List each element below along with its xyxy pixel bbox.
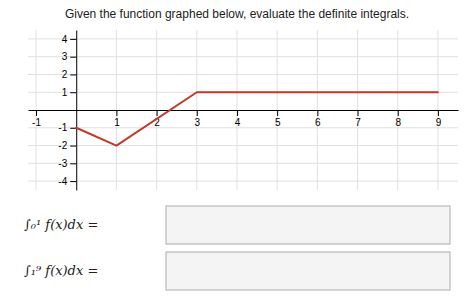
tick: 7 <box>355 110 361 128</box>
tick-label: -3 <box>58 158 67 169</box>
grid-line <box>28 56 458 57</box>
tick: -3 <box>58 158 76 169</box>
tick-label: 7 <box>355 117 361 128</box>
tick: 4 <box>62 34 77 45</box>
grid <box>28 30 458 190</box>
tick: 8 <box>395 110 401 128</box>
tick-mark <box>277 110 278 116</box>
title: Given the function graphed below, evalua… <box>65 7 409 21</box>
tick-label: 6 <box>315 117 321 128</box>
tick-mark <box>70 163 76 164</box>
marks <box>76 92 438 145</box>
tick: 2 <box>62 69 77 80</box>
tick: 1 <box>62 87 77 98</box>
answers: ∫₀¹ f(x)dx = ∫₁⁹ f(x)dx = <box>24 206 450 290</box>
tick-label: 4 <box>62 34 68 45</box>
tick: 3 <box>195 110 201 128</box>
tick: -2 <box>58 140 76 151</box>
tick-mark <box>398 110 399 116</box>
tick-label: -1 <box>32 117 41 128</box>
tick-mark <box>237 110 238 116</box>
axis-line <box>29 110 459 111</box>
grid-line <box>28 74 458 75</box>
tick-label: 9 <box>436 117 442 128</box>
integral-label: ∫₀¹ f(x)dx = <box>24 217 98 232</box>
answer-box <box>166 252 450 290</box>
tick-mark <box>70 146 76 147</box>
x-axis: -1123456789 <box>29 110 459 128</box>
tick: 3 <box>62 51 77 62</box>
tick-label: 5 <box>275 117 281 128</box>
function-line <box>76 92 438 145</box>
y-axis: -4 -3 -2 -1 1 2 3 4 <box>58 31 76 191</box>
axis-line <box>76 31 77 191</box>
tick-mark <box>317 110 318 116</box>
tick-label: -1 <box>58 122 67 133</box>
tick-label: 3 <box>195 117 201 128</box>
tick-label: -4 <box>58 176 67 187</box>
tick-mark <box>36 110 37 116</box>
tick-mark <box>438 110 439 116</box>
tick-mark <box>157 110 158 116</box>
answer-box <box>166 206 450 244</box>
tick-mark <box>70 181 76 182</box>
tick-mark <box>70 57 76 58</box>
tick: 4 <box>235 110 241 128</box>
tick-mark <box>116 110 117 116</box>
chart: Given the function graphed below, evalua… <box>0 0 474 300</box>
plot: -1 1 2 3 4 5 6 7 8 9 -4 -3 -2 -1 1 2 3 4 <box>28 30 459 191</box>
tick-label: -2 <box>58 140 67 151</box>
tick-label: 4 <box>235 117 241 128</box>
tick: 6 <box>315 110 321 128</box>
tick: -1 <box>58 122 76 133</box>
tick: 5 <box>275 110 281 128</box>
tick: 9 <box>436 110 442 128</box>
grid-line <box>28 145 458 146</box>
grid-line <box>28 163 458 164</box>
tick-label: 2 <box>62 69 68 80</box>
tick-mark <box>358 110 359 116</box>
grid-line <box>28 38 458 39</box>
tick-label: 8 <box>395 117 401 128</box>
tick: -1 <box>32 110 41 128</box>
tick-label: 1 <box>62 87 68 98</box>
tick: 1 <box>114 110 120 128</box>
tick-mark <box>197 110 198 116</box>
grid-line <box>28 127 458 128</box>
tick-label: 3 <box>62 51 68 62</box>
grid-line <box>28 181 458 182</box>
tick-mark <box>70 74 76 75</box>
tick-mark <box>70 39 76 40</box>
tick: -4 <box>58 176 76 187</box>
integral-label: ∫₁⁹ f(x)dx = <box>24 263 98 278</box>
tick-label: 1 <box>114 117 120 128</box>
tick-mark <box>70 92 76 93</box>
